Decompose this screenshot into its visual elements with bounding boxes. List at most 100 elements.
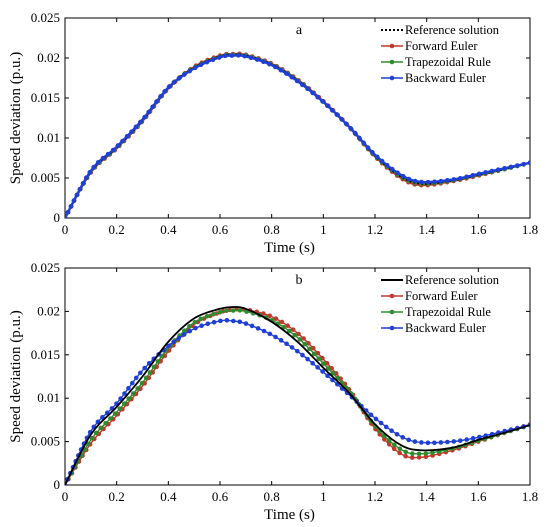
data-point [155,359,161,364]
data-point [205,321,211,327]
y-tick-label: 0.02 [37,50,60,65]
x-tick-label: 1 [320,222,327,237]
y-tick-label: 0.01 [37,130,60,145]
data-point [457,175,463,181]
data-point [339,116,344,122]
data-point [391,446,397,452]
data-point [457,438,463,443]
data-point [273,334,278,340]
data-point [320,369,325,374]
legend-marker [389,43,395,49]
y-tick-label: 0.015 [31,347,60,362]
data-point [103,420,108,426]
data-point [310,345,316,351]
data-point [300,82,305,88]
data-point [223,53,228,59]
y-axis-label: Speed deviation (p.u.) [8,310,24,442]
data-point [181,332,187,337]
data-point [235,53,241,58]
data-point [65,215,68,218]
data-point [104,410,110,416]
data-point [261,311,266,316]
data-point [192,65,198,71]
data-point [267,61,272,67]
x-tick-label: 1.2 [367,489,383,504]
data-point [305,356,310,362]
data-point [386,438,392,443]
data-point [93,430,99,436]
data-point [307,346,312,352]
data-point [122,391,127,396]
data-point [230,308,236,313]
data-point [365,145,371,150]
data-point [290,327,296,332]
data-point [118,396,123,401]
data-point [204,59,210,65]
x-tick-label: 0.8 [264,222,280,237]
data-point [129,380,135,386]
data-point [142,114,147,120]
data-point [187,323,192,329]
data-point [392,442,397,448]
series-backward-euler [65,53,530,218]
data-point [438,178,444,184]
data-point [142,365,147,371]
plot-area-frame [64,267,531,486]
data-point [100,155,106,161]
data-point [121,401,127,406]
legend-marker [389,309,395,315]
data-point [464,174,469,180]
data-point [416,451,422,457]
data-point [243,321,249,326]
data-point [306,340,311,346]
legend: Reference solution Forward Euler Trapezoid… [381,23,500,85]
data-point [193,325,198,331]
x-tick-label: 0.6 [212,489,229,504]
data-point [321,361,326,366]
data-point [211,311,216,317]
data-point [115,143,121,148]
data-point [394,431,400,437]
data-point [284,71,289,76]
data-point [292,332,297,338]
data-point [451,439,457,444]
data-point [389,166,395,172]
data-point [305,86,310,92]
data-point [198,316,204,322]
y-tick-label: 0.025 [31,260,60,275]
data-point [91,164,96,170]
data-point [470,436,476,441]
panel-title: a [296,23,303,38]
data-point [279,319,285,325]
legend-entry: Trapezoidal Rule [405,305,491,319]
data-point [297,337,303,342]
data-point [105,151,111,157]
data-point [400,173,406,179]
data-point [158,94,163,99]
data-point [425,179,431,185]
data-point [286,328,292,334]
x-tick-label: 0.6 [212,222,229,237]
x-axis-label: Time (s) [264,507,315,523]
data-point [154,99,159,105]
data-point [361,140,366,146]
data-point [315,365,320,370]
data-point [412,178,418,184]
data-point [438,440,444,445]
data-point [187,328,193,334]
data-point [108,416,113,421]
data-point [150,104,155,110]
data-point [325,103,330,108]
data-point [397,450,402,456]
data-point [176,335,182,341]
data-point [383,424,389,430]
data-point [310,90,315,96]
data-point [294,78,300,84]
data-point [294,348,300,354]
data-point [397,446,403,452]
data-point [508,164,514,170]
legend-entry: Forward Euler [405,39,478,53]
data-point [374,154,380,160]
data-point [278,338,284,343]
data-point [378,420,384,426]
